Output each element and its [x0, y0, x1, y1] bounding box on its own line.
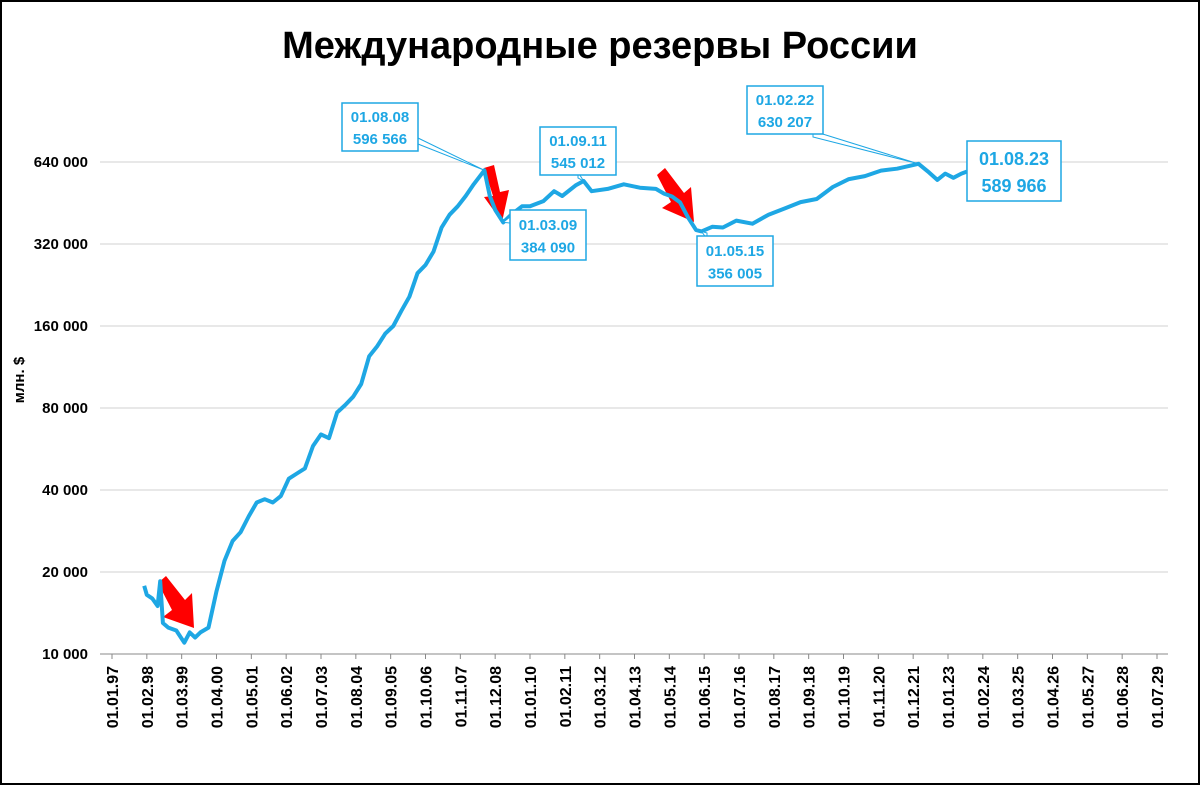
- x-tick-label: 01.03.25: [1011, 666, 1028, 728]
- x-tick-label: 01.09.18: [802, 666, 819, 728]
- x-tick-label: 01.10.19: [837, 666, 854, 728]
- x-tick-label: 01.05.27: [1080, 666, 1097, 728]
- annotation-value: 596 566: [353, 131, 407, 148]
- y-tick-label: 20 000: [42, 564, 88, 581]
- x-tick-label: 01.05.14: [662, 666, 679, 728]
- annotation-date: 01.08.23: [979, 149, 1049, 169]
- x-tick-label: 01.12.08: [488, 666, 505, 728]
- x-tick-label: 01.01.23: [941, 666, 958, 728]
- annotation: 01.08.08 596 566: [341, 102, 485, 171]
- x-tick-label: 01.11.20: [871, 666, 888, 728]
- annotation-date: 01.09.11: [549, 133, 607, 150]
- annotation-date: 01.08.08: [351, 109, 409, 126]
- x-tick-label: 01.02.11: [558, 666, 575, 728]
- annotation: 01.02.22 630 207: [746, 85, 919, 165]
- y-axis-label: млн. $: [11, 356, 28, 403]
- annotation-date: 01.05.15: [706, 243, 764, 260]
- x-tick-label: 01.03.12: [593, 666, 610, 728]
- arrow: [158, 576, 194, 628]
- x-tick-label: 01.08.17: [767, 666, 784, 728]
- annotation: 01.09.11 545 012: [539, 126, 617, 183]
- annotation: 01.05.15 356 005: [696, 230, 774, 287]
- annotation-box: [341, 102, 419, 152]
- x-tick-label: 01.05.01: [244, 666, 261, 728]
- x-tick-label: 01.07.16: [732, 666, 749, 728]
- annotation-box: [966, 140, 1062, 202]
- annotation: 01.08.23 589 966: [966, 140, 1062, 202]
- annotation-value: 384 090: [521, 240, 575, 257]
- annotation-value: 545 012: [551, 155, 605, 172]
- x-tick-label: 01.09.05: [384, 666, 401, 728]
- x-tick-label: 01.04.26: [1046, 666, 1063, 728]
- x-tick-label: 01.06.28: [1115, 666, 1132, 728]
- y-tick-label: 10 000: [42, 646, 88, 663]
- x-tick-label: 01.08.04: [349, 666, 366, 728]
- annotation-value: 630 207: [758, 114, 812, 131]
- x-tick-label: 01.10.06: [419, 666, 436, 728]
- annotation: 01.03.09 384 090: [501, 209, 587, 261]
- x-tick-label: 01.11.07: [453, 666, 470, 728]
- annotation-date: 01.02.22: [756, 92, 814, 109]
- x-tick-label: 01.02.24: [976, 666, 993, 728]
- chart-title: Международные резервы России: [282, 25, 918, 67]
- x-tick-label: 01.04.13: [628, 666, 645, 728]
- y-tick-label: 80 000: [42, 400, 88, 417]
- x-tick-label: 01.06.15: [697, 666, 714, 728]
- x-tick-label: 01.12.21: [906, 666, 923, 728]
- data-line: [142, 161, 968, 645]
- y-tick-label: 160 000: [34, 318, 88, 335]
- x-tick-label: 01.07.03: [314, 666, 331, 728]
- annotation-box: [696, 235, 774, 287]
- y-tick-label: 320 000: [34, 236, 88, 253]
- y-tick-label: 40 000: [42, 482, 88, 499]
- x-tick-label: 01.03.99: [175, 666, 192, 728]
- annotation-date: 01.03.09: [519, 217, 577, 234]
- annotation-box: [539, 126, 617, 176]
- y-tick-label: 640 000: [34, 154, 88, 171]
- x-tick-label: 01.07.29: [1150, 666, 1167, 728]
- x-tick-label: 01.01.10: [523, 666, 540, 728]
- arrow: [484, 165, 509, 222]
- x-tick-label: 01.06.02: [279, 666, 296, 728]
- x-tick-label: 01.01.97: [105, 666, 122, 728]
- annotation-value: 356 005: [708, 266, 762, 283]
- annotation-box: [746, 85, 824, 135]
- annotation-value: 589 966: [981, 176, 1046, 196]
- x-tick-label: 01.04.00: [210, 666, 227, 728]
- x-tick-label: 01.02.98: [140, 666, 157, 728]
- annotation-box: [509, 209, 587, 261]
